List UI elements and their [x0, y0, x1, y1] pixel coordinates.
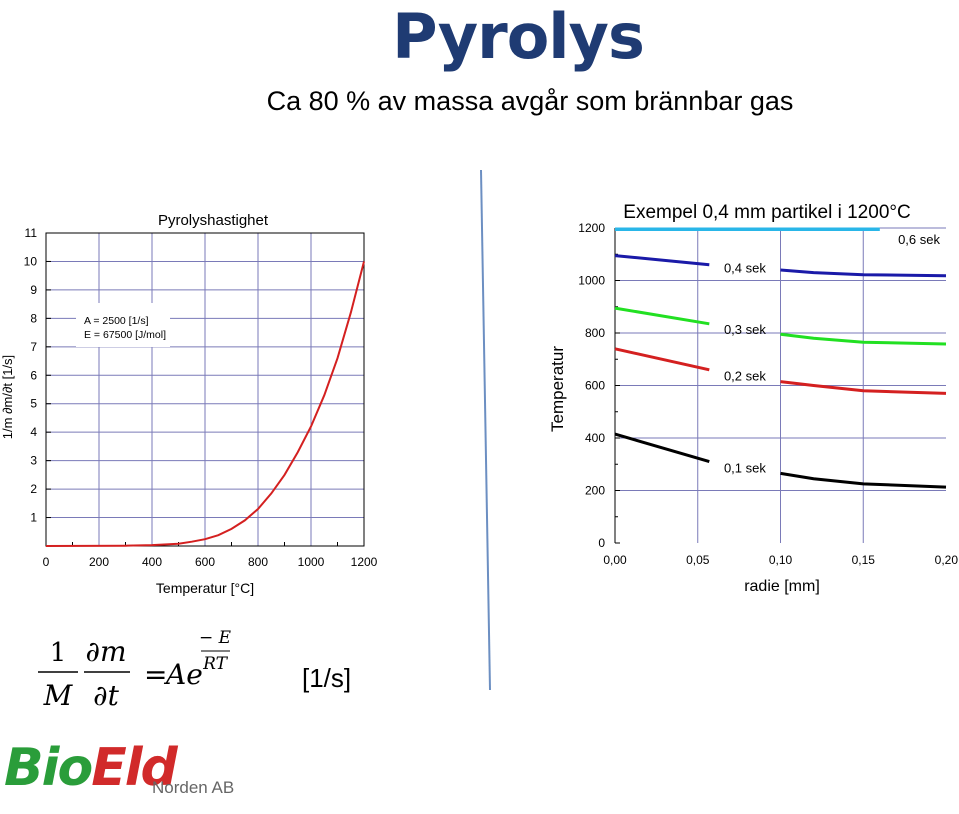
chart1-x-tick-label: 600 — [195, 555, 215, 569]
eq-exponent-numerator: − E — [199, 628, 232, 648]
chart1-x-tick-label: 0 — [43, 555, 50, 569]
chart2-x-tick-label: 0,15 — [852, 553, 876, 567]
chart2-series — [614, 227, 947, 489]
bioeld-logo-wordmark: BioEld — [4, 738, 178, 798]
eq-numerator-1: 1 — [50, 638, 67, 668]
slide-divider — [480, 169, 491, 691]
chart2-x-tick-label: 0,20 — [935, 553, 959, 567]
chart2-y-tick-label: 800 — [585, 326, 605, 340]
eq-numerator-2: ∂m — [85, 635, 126, 668]
chart1-annotation-box — [76, 303, 170, 347]
chart2-y-tick-label: 1200 — [578, 221, 605, 235]
chart1-annotation-line1: A = 2500 [1/s] — [84, 315, 149, 327]
chart2-y-label: Temperatur — [548, 346, 567, 432]
eq-exponent-denominator: RT — [202, 654, 229, 674]
chart2-series-line — [614, 432, 710, 464]
logo-eld: Eld — [91, 738, 178, 798]
chart2-series-label: 0,4 sek — [724, 260, 766, 275]
chart2-series-line — [780, 471, 947, 489]
chart2-x-ticks: 0,00 0,05 0,10 0,15 0,20 — [603, 553, 958, 567]
eq-equals: = — [144, 658, 167, 691]
chart1-y-ticks: 1 2 3 4 5 6 7 8 9 10 11 — [24, 226, 51, 525]
chart1-annotation-line2: E = 67500 [J/mol] — [84, 329, 166, 341]
chart2-series-line — [614, 254, 710, 267]
chart1-y-tick-label: 9 — [30, 283, 37, 297]
chart2-series-line — [614, 347, 710, 372]
chart1-title: Pyrolyshastighet — [158, 212, 269, 229]
chart1-x-label: Temperatur [°C] — [156, 580, 254, 596]
chart2-series-line — [780, 380, 947, 395]
logo-company-name: Norden AB — [152, 778, 235, 797]
chart2-series-label: 0,6 sek — [898, 232, 940, 247]
chart1-y-tick-label: 2 — [30, 482, 37, 496]
chart1-y-tick-label: 4 — [30, 425, 37, 439]
chart1-x-tick-label: 200 — [89, 555, 109, 569]
chart2-series-label: 0,1 sek — [724, 461, 766, 476]
chart1-x-tick-label: 400 — [142, 555, 162, 569]
chart2-series-labels: 0,6 sek 0,4 sek 0,3 sek 0,2 sek 0,1 sek — [724, 232, 941, 476]
chart1-x-tick-label: 1200 — [351, 555, 378, 569]
chart1-y-tick-label: 6 — [30, 368, 37, 382]
chart2-series-line — [780, 332, 947, 346]
chart2-y-tick-label: 600 — [585, 379, 605, 393]
chart2-y-tick-label: 1000 — [578, 274, 605, 288]
chart2-series-label: 0,3 sek — [724, 322, 766, 337]
logo-bio: Bio — [4, 738, 93, 798]
chart1-grid — [46, 232, 364, 546]
chart1-y-tick-label: 8 — [30, 311, 37, 325]
chart2-y-tick-label: 400 — [585, 431, 605, 445]
chart1-series-line — [45, 261, 365, 547]
chart2-series-line — [614, 306, 710, 326]
eq-unit: [1/s] — [302, 663, 352, 693]
chart1-y-tick-label: 10 — [24, 254, 38, 268]
bioeld-logo: BioEld Norden AB — [4, 738, 244, 808]
chart2-y-ticks: 0 200 400 600 800 1000 1200 — [578, 221, 620, 550]
chart2-y-tick-label: 0 — [598, 536, 605, 550]
chart2-x-tick-label: 0,00 — [603, 553, 627, 567]
chart1-y-tick-label: 7 — [30, 340, 37, 354]
eq-denominator-1: M — [43, 679, 74, 712]
chart1-frame — [45, 232, 365, 547]
pyrolysis-rate-chart: 1 2 3 4 5 6 7 8 9 10 11 0 200 400 600 800 1000 1200 Pyro… — [0, 212, 378, 596]
chart1-x-tick-label: 800 — [248, 555, 268, 569]
chart1-y-tick-label: 3 — [30, 454, 37, 468]
eq-denominator-2: ∂t — [93, 679, 119, 712]
page-title: Pyrolys — [392, 0, 645, 73]
chart2-x-label: radie [mm] — [744, 578, 820, 595]
chart1-y-tick-label: 11 — [25, 226, 38, 240]
chart1-x-tick-label: 1000 — [298, 555, 325, 569]
chart2-x-tick-label: 0,10 — [769, 553, 793, 567]
chart1-y-tick-label: 1 — [30, 511, 37, 525]
chart2-title: Exempel 0,4 mm partikel i 1200°C — [623, 202, 910, 223]
chart1-y-label: 1/m ∂m/∂t [1/s] — [0, 355, 15, 439]
chart2-y-tick-label: 200 — [585, 484, 605, 498]
chart1-series — [45, 261, 365, 547]
eq-rhs: Ae — [163, 658, 203, 691]
page-subtitle: Ca 80 % av massa avgår som brännbar gas — [266, 86, 794, 116]
rate-equation: 1 M ∂m ∂t = Ae − E RT — [38, 628, 232, 712]
chart2-x-tick-label: 0,05 — [686, 553, 710, 567]
chart1-y-tick-label: 5 — [30, 397, 37, 411]
chart2-series-line — [780, 268, 947, 278]
chart1-x-ticks: 0 200 400 600 800 1000 1200 — [43, 542, 378, 569]
chart2-series-label: 0,2 sek — [724, 369, 766, 384]
